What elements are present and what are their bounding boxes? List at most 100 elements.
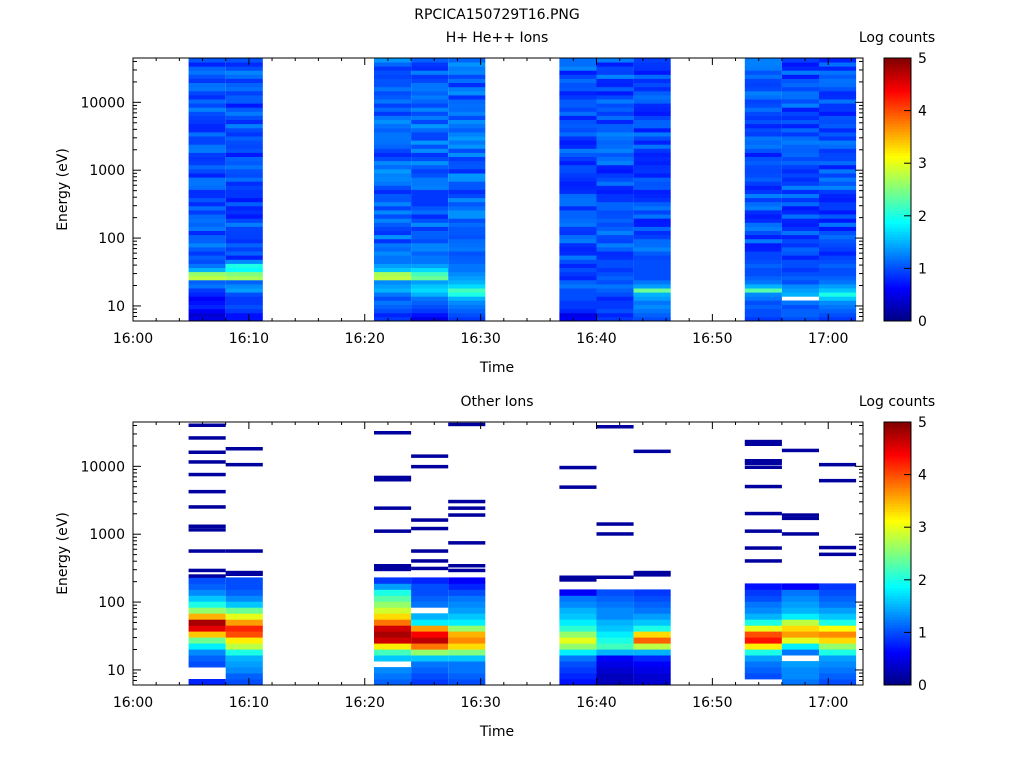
heatmap-cell	[411, 144, 449, 149]
colorbar-swatch	[884, 136, 911, 141]
heatmap-cell	[225, 631, 263, 638]
x-axis: 16:00 16:10 16:20 16:30 16:40 16:50 17:00 Time	[113, 58, 852, 376]
heatmap-cell	[633, 238, 671, 244]
colorbar-swatch	[884, 160, 911, 164]
heatmap-cell	[188, 226, 226, 231]
heatmap-cell	[633, 152, 671, 157]
heatmap-cell	[744, 312, 782, 318]
heatmap-cell	[633, 185, 671, 190]
heatmap-cell	[744, 218, 782, 223]
heatmap-cell	[633, 288, 671, 293]
colorbar-swatch	[884, 545, 911, 549]
colorbar-swatch	[884, 231, 911, 235]
heatmap-cell	[596, 619, 634, 626]
heatmap-cell	[633, 601, 671, 608]
heatmap-cell	[411, 655, 449, 662]
heatmap-cell	[188, 308, 226, 314]
heatmap-cell	[374, 90, 412, 96]
colorbar-swatch	[884, 223, 911, 227]
colorbar-swatch	[884, 579, 911, 583]
heatmap-cell	[781, 613, 819, 620]
heatmap-cell	[596, 637, 634, 644]
colorbar-swatch	[884, 65, 911, 70]
heatmap-cell	[781, 230, 819, 236]
heatmap-cell	[596, 205, 634, 211]
colorbar-swatch	[884, 648, 911, 652]
heatmap-cell	[559, 279, 597, 285]
heatmap-cell	[411, 667, 449, 674]
heatmap-cell	[819, 74, 857, 79]
heatmap-cell	[448, 230, 486, 236]
heatmap-cell	[448, 62, 486, 67]
heatmap-cell	[559, 70, 597, 75]
colorbar-swatch	[884, 310, 911, 314]
heatmap-cell	[781, 193, 819, 199]
heatmap-line	[559, 485, 597, 489]
colorbar-swatch	[884, 627, 911, 631]
heatmap-cell	[374, 115, 412, 120]
colorbar-swatch	[884, 152, 911, 156]
heatmap-cell	[448, 181, 486, 186]
colorbar-swatch	[884, 236, 911, 240]
colorbar-swatch	[884, 315, 911, 319]
heatmap-cell	[781, 70, 819, 75]
heatmap-cell	[374, 613, 412, 620]
colorbar-swatch	[884, 299, 911, 304]
heatmap-cell	[744, 255, 782, 260]
heatmap-cell	[559, 160, 597, 166]
heatmap-cell	[448, 284, 486, 289]
heatmap-cell	[744, 201, 782, 207]
heatmap-cell	[819, 99, 857, 104]
heatmap-cell	[559, 148, 597, 153]
heatmap-cell	[781, 316, 819, 322]
heatmap-cell	[225, 279, 263, 285]
heatmap-cell	[744, 288, 782, 293]
heatmap-cell	[559, 292, 597, 297]
heatmap-cell	[188, 607, 226, 614]
heatmap-cell	[781, 271, 819, 277]
heatmap-cell	[448, 169, 486, 174]
heatmap-cell	[819, 205, 857, 211]
colorbar-swatch	[884, 255, 911, 259]
heatmap-cell	[448, 300, 486, 305]
heatmap-cell	[188, 595, 226, 602]
heatmap-cell	[596, 95, 634, 100]
heatmap-cell	[596, 119, 634, 125]
heatmap-cell	[374, 119, 412, 125]
heatmap-cell	[448, 197, 486, 203]
heatmap-cell	[448, 271, 486, 277]
heatmap-cell	[819, 316, 857, 322]
heatmap-cell	[374, 169, 412, 174]
colorbar-swatch	[884, 542, 911, 547]
heatmap-cell	[448, 210, 486, 215]
heatmap-cell	[225, 181, 263, 186]
heatmap-cell	[744, 66, 782, 71]
heatmap-cell	[188, 661, 226, 668]
heatmap-cell	[559, 62, 597, 67]
heatmap-cell	[225, 74, 263, 79]
colorbar-swatch	[884, 671, 911, 675]
heatmap-cell	[744, 210, 782, 215]
heatmap-cell	[596, 661, 634, 668]
heatmap-cell	[225, 230, 263, 236]
heatmap-cell	[596, 255, 634, 260]
colorbar-swatch	[884, 168, 911, 172]
heatmap-cell	[819, 613, 857, 620]
heatmap-cell	[374, 214, 412, 219]
colorbar-swatch	[884, 244, 911, 248]
heatmap-cell	[188, 173, 226, 178]
heatmap-cell	[819, 226, 857, 231]
colorbar-swatch	[884, 221, 911, 225]
heatmap-cell	[744, 156, 782, 162]
heatmap-cell	[411, 631, 449, 638]
heatmap-cell	[411, 649, 449, 656]
heatmap-cell	[744, 673, 782, 680]
heatmap-cell	[819, 58, 857, 63]
colorbar-swatch	[884, 79, 911, 83]
heatmap-cell	[411, 164, 449, 170]
heatmap-cell	[744, 284, 782, 289]
heatmap-cell	[819, 140, 857, 145]
heatmap-cell	[781, 214, 819, 219]
heatmap-cell	[411, 197, 449, 203]
heatmap-line	[411, 566, 449, 571]
